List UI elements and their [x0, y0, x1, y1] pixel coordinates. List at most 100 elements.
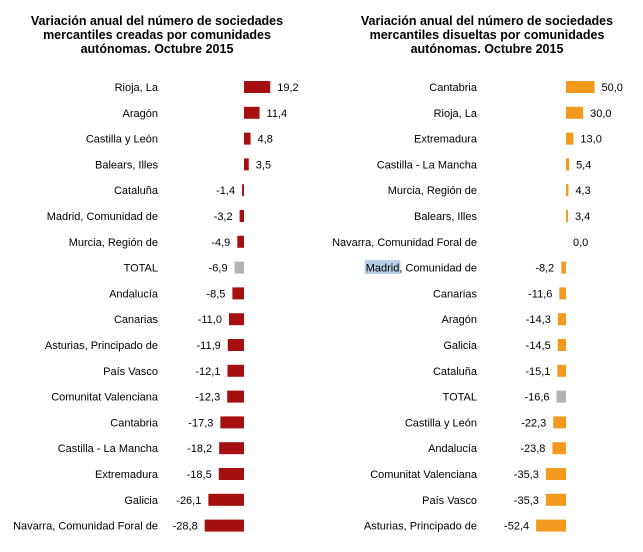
right-title-line-1: Variación anual del número de sociedades [360, 14, 614, 28]
left-value-label-madrid-comunidad-de: -3,2 [214, 211, 233, 223]
left-category-label-andalucia: Andalucía [109, 288, 159, 300]
left-value-label-rioja-la: 19,2 [277, 82, 298, 94]
right-bar-extremadura [566, 132, 574, 145]
left-category-label-balears-illes: Balears, Illes [95, 159, 158, 171]
right-value-label-andalucia: -23,8 [520, 443, 545, 455]
left-value-label-pais-vasco: -12,1 [195, 366, 220, 378]
left-category-label-castilla-la-mancha: Castilla - La Mancha [58, 443, 159, 455]
left-category-label-pais-vasco: País Vasco [103, 366, 158, 378]
left-value-label-cantabria: -17,3 [188, 417, 213, 429]
left-value-label-aragon: 11,4 [267, 108, 288, 120]
left-category-label-extremadura: Extremadura [95, 469, 159, 481]
right-chart-title: Variación anual del número de sociedades… [352, 14, 622, 56]
right-bar-canarias [559, 287, 566, 300]
left-category-label-galicia: Galicia [124, 495, 159, 507]
left-value-label-murcia-region-de: -4,9 [211, 237, 230, 249]
right-value-label-castilla-y-leon: -22,3 [521, 417, 546, 429]
left-chart-title: Variación anual del número de sociedades… [22, 14, 292, 56]
right-category-label-rioja-la: Rioja, La [434, 108, 478, 120]
left-title-line-2: mercantiles creadas por comunidades [43, 28, 271, 42]
right-category-label-galicia: Galicia [443, 340, 478, 352]
right-bar-cantabria [566, 81, 595, 93]
right-bar-andalucia [552, 442, 566, 455]
right-bar-comunitat-valenciana [545, 468, 566, 480]
right-selection-highlight [364, 260, 401, 275]
right-value-label-madrid-comunidad-de: -8,2 [535, 263, 554, 275]
left-category-label-castilla-y-leon: Castilla y León [86, 134, 158, 146]
left-bar-cantabria [220, 416, 244, 429]
right-category-label-castilla-y-leon: Castilla y León [405, 417, 477, 429]
left-bar-balears-illes [244, 158, 249, 171]
right-value-label-cataluna: -15,1 [525, 366, 550, 378]
left-value-label-castilla-la-mancha: -18,2 [187, 443, 212, 455]
left-bar-andalucia [232, 287, 244, 300]
right-bar-madrid-comunidad-de [561, 261, 566, 274]
right-value-label-murcia-region-de: 4,3 [575, 185, 590, 197]
right-bar-rioja-la [566, 106, 584, 119]
left-value-label-canarias: -11,0 [198, 314, 222, 326]
left-bar-asturias-principado-de [227, 339, 244, 351]
left-bar-canarias [228, 313, 244, 326]
left-bar-pais-vasco [227, 364, 244, 377]
right-bar-cataluna [557, 364, 566, 377]
right-bar-pais-vasco [545, 493, 566, 506]
left-title-line-3: autónomas. Octubre 2015 [80, 42, 234, 56]
left-bar-castilla-y-leon [244, 132, 251, 145]
right-bar-asturias-principado-de [536, 519, 566, 532]
right-category-label-castilla-la-mancha: Castilla - La Mancha [377, 159, 478, 171]
right-category-label-madrid-comunidad-de: Madrid, Comunidad de [366, 263, 477, 275]
right-value-label-asturias-principado-de: -52,4 [504, 521, 529, 533]
left-value-label-cataluna: -1,4 [216, 185, 235, 197]
left-bar-castilla-la-mancha [219, 442, 244, 455]
left-category-label-total: TOTAL [124, 263, 158, 275]
right-category-label-cataluna: Cataluña [433, 366, 478, 378]
right-category-label-balears-illes: Balears, Illes [414, 211, 477, 223]
left-category-label-murcia-region-de: Murcia, Región de [69, 237, 158, 249]
right-category-label-murcia-region-de: Murcia, Región de [388, 185, 477, 197]
left-bar-galicia [208, 493, 244, 506]
right-bar-aragon [557, 313, 566, 326]
right-value-label-rioja-la: 30,0 [590, 108, 611, 120]
left-category-label-rioja-la: Rioja, La [115, 82, 159, 94]
right-category-label-asturias-principado-de: Asturias, Principado de [364, 521, 477, 533]
right-category-label-canarias: Canarias [433, 288, 478, 300]
left-value-label-castilla-y-leon: 4,8 [258, 134, 273, 146]
right-value-label-balears-illes: 3,4 [575, 211, 590, 223]
left-bar-total [234, 261, 244, 274]
left-bar-extremadura [218, 468, 244, 480]
left-category-label-cataluna: Cataluña [114, 185, 159, 197]
left-title-line-1: Variación anual del número de sociedades [30, 14, 284, 28]
left-category-label-asturias-principado-de: Asturias, Principado de [45, 340, 158, 352]
left-value-label-navarra-comunidad-foral-de: -28,8 [173, 521, 198, 533]
left-category-label-navarra-comunidad-foral-de: Navarra, Comunidad Foral de [13, 521, 158, 533]
right-value-label-comunitat-valenciana: -35,3 [514, 469, 539, 481]
left-category-label-canarias: Canarias [114, 314, 159, 326]
left-value-label-galicia: -26,1 [176, 495, 201, 507]
left-value-label-extremadura: -18,5 [187, 469, 212, 481]
left-category-label-comunitat-valenciana: Comunitat Valenciana [51, 392, 159, 404]
left-category-label-madrid-comunidad-de: Madrid, Comunidad de [47, 211, 158, 223]
left-bar-navarra-comunidad-foral-de [204, 519, 244, 532]
right-value-label-total: -16,6 [524, 392, 549, 404]
right-value-label-cantabria: 50,0 [602, 82, 623, 94]
right-value-label-castilla-la-mancha: 5,4 [576, 159, 591, 171]
left-bar-cataluna [242, 184, 244, 197]
left-value-label-asturias-principado-de: -11,9 [196, 340, 220, 352]
right-value-label-pais-vasco: -35,3 [514, 495, 539, 507]
right-title-line-3: autónomas. Octubre 2015 [410, 42, 564, 56]
left-bar-madrid-comunidad-de [239, 210, 244, 222]
right-category-label-cantabria: Cantabria [429, 82, 478, 94]
left-value-label-comunitat-valenciana: -12,3 [195, 392, 220, 404]
right-category-label-total: TOTAL [443, 392, 477, 404]
right-value-label-aragon: -14,3 [526, 314, 551, 326]
right-bar-total [556, 390, 566, 403]
right-bar-murcia-region-de [566, 184, 569, 197]
right-bar-balears-illes [566, 210, 568, 222]
left-value-label-total: -6,9 [209, 263, 228, 275]
right-value-label-canarias: -11,6 [528, 288, 552, 300]
right-bar-castilla-la-mancha [566, 158, 570, 171]
left-bar-comunitat-valenciana [227, 390, 244, 403]
right-category-label-aragon: Aragón [442, 314, 477, 326]
right-value-label-extremadura: 13,0 [580, 134, 601, 146]
right-category-label-extremadura: Extremadura [414, 134, 478, 146]
